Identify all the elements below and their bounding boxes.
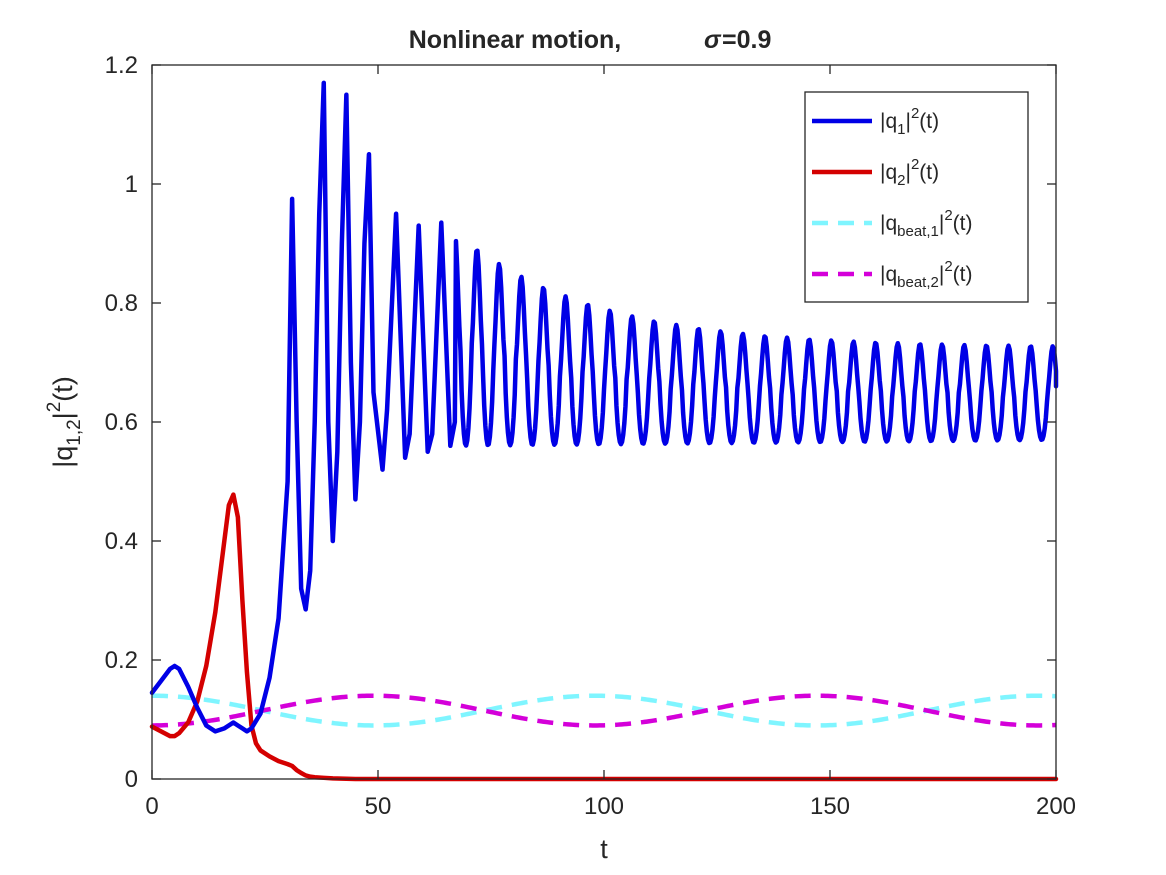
legend-sup: 2 — [911, 156, 919, 173]
y-tick-label: 0.2 — [105, 647, 138, 674]
legend-entry-4: |qbeat,2|2(t) — [880, 258, 973, 291]
y-label-prefix: |q — [48, 446, 78, 468]
x-tick-label: 200 — [1036, 793, 1076, 820]
y-label-mid: | — [48, 412, 78, 419]
legend-entry-1: |q1|2(t) — [880, 105, 939, 138]
y-label-suffix: (t) — [48, 376, 78, 401]
legend-suffix: (t) — [953, 212, 973, 235]
legend-prefix: |q — [880, 110, 897, 133]
y-axis-label: |q1,2|2(t) — [44, 376, 85, 468]
series-layer — [149, 80, 1059, 782]
y-tick-label: 0 — [125, 766, 138, 793]
legend-sup: 2 — [944, 207, 952, 224]
legend-suffix: (t) — [953, 263, 973, 286]
x-tick-label: 50 — [365, 793, 392, 820]
x-tick-label: 100 — [584, 793, 624, 820]
legend-mid: | — [905, 110, 910, 133]
legend: |q1|2(t)|q2|2(t)|qbeat,1|2(t)|qbeat,2|2(… — [804, 91, 1029, 303]
legend-entry-3: |qbeat,1|2(t) — [880, 207, 973, 240]
legend-sup: 2 — [944, 258, 952, 275]
legend-suffix: (t) — [919, 110, 939, 133]
tick-layer: 0 50 100 150 200 0 0.2 0.4 0.6 0.8 1 1.2 — [105, 52, 1076, 820]
svg-text:|q1,2|2(t): |q1,2|2(t) — [44, 376, 85, 468]
y-tick-label: 1 — [125, 171, 138, 198]
chart-title-sigma: σ — [704, 26, 722, 54]
series-line-2 — [149, 492, 1059, 782]
chart-title: Nonlinear motion, — [409, 26, 622, 54]
legend-prefix: |q — [880, 212, 897, 235]
y-tick-label: 0.8 — [105, 290, 138, 317]
series-line-1 — [149, 80, 1059, 734]
y-label-sup: 2 — [44, 402, 65, 413]
legend-sub: 2 — [897, 172, 905, 189]
y-tick-label: 1.2 — [105, 52, 138, 79]
legend-sub: 1 — [897, 121, 905, 138]
legend-sub: beat,2 — [897, 274, 939, 291]
legend-entry-2: |q2|2(t) — [880, 156, 939, 189]
legend-suffix: (t) — [919, 161, 939, 184]
legend-sup: 2 — [911, 105, 919, 122]
legend-mid: | — [905, 161, 910, 184]
y-tick-label: 0.6 — [105, 409, 138, 436]
legend-prefix: |q — [880, 263, 897, 286]
series-line-3 — [151, 693, 1057, 728]
y-label-sub: 1,2 — [64, 419, 85, 445]
x-tick-label: 0 — [145, 793, 158, 820]
chart-title-value: =0.9 — [722, 26, 771, 54]
legend-box — [804, 91, 1029, 303]
x-axis-label: t — [600, 834, 608, 864]
legend-mid: | — [939, 212, 944, 235]
x-tick-label: 150 — [810, 793, 850, 820]
legend-mid: | — [939, 263, 944, 286]
legend-sub: beat,1 — [897, 223, 939, 240]
y-tick-label: 0.4 — [105, 528, 138, 555]
legend-prefix: |q — [880, 161, 897, 184]
series-line-4 — [151, 693, 1057, 728]
